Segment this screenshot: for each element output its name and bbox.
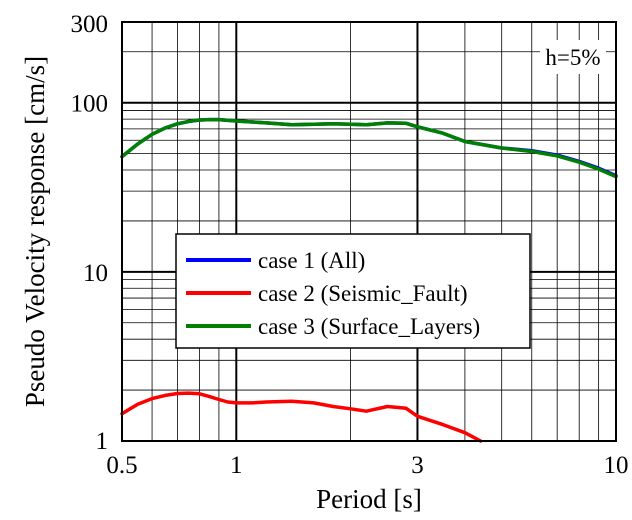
damping-annotation: h=5%: [545, 45, 600, 70]
series-layer: [120, 117, 618, 443]
annotation-background: [540, 40, 606, 74]
series-line: [120, 117, 618, 178]
legend-label: case 2 (Seismic_Fault): [258, 281, 468, 306]
x-tick-label: 1: [230, 452, 243, 479]
plot-area: [120, 21, 618, 443]
y-tick-label: 1: [96, 428, 109, 455]
legend: case 1 (All) case 2 (Seismic_Fault)case 3…: [175, 233, 531, 349]
y-tick-labels: 1 10 100 300: [71, 11, 109, 455]
x-tick-label: 0.5: [106, 452, 137, 479]
major-grid: [122, 22, 616, 441]
x-tick-labels: 0.5 1 3 10: [106, 452, 628, 479]
legend-label: case 1 (All): [258, 248, 365, 273]
legend-label: case 3 (Surface_Layers): [258, 314, 480, 339]
y-tick-label: 100: [71, 91, 109, 118]
x-axis-title: Period [s]: [316, 484, 422, 514]
x-tick-label: 10: [604, 452, 629, 479]
plot-frame: [121, 21, 617, 442]
y-axis-title: Pseudo Velocity response [cm/s]: [20, 56, 50, 407]
series-line: [120, 117, 618, 179]
y-tick-label: 10: [83, 260, 108, 287]
series-line: [120, 391, 483, 443]
x-tick-label: 3: [411, 452, 424, 479]
y-tick-label: 300: [71, 11, 109, 38]
annotation-box: h=5%: [540, 40, 606, 74]
minor-grid: [122, 22, 616, 441]
